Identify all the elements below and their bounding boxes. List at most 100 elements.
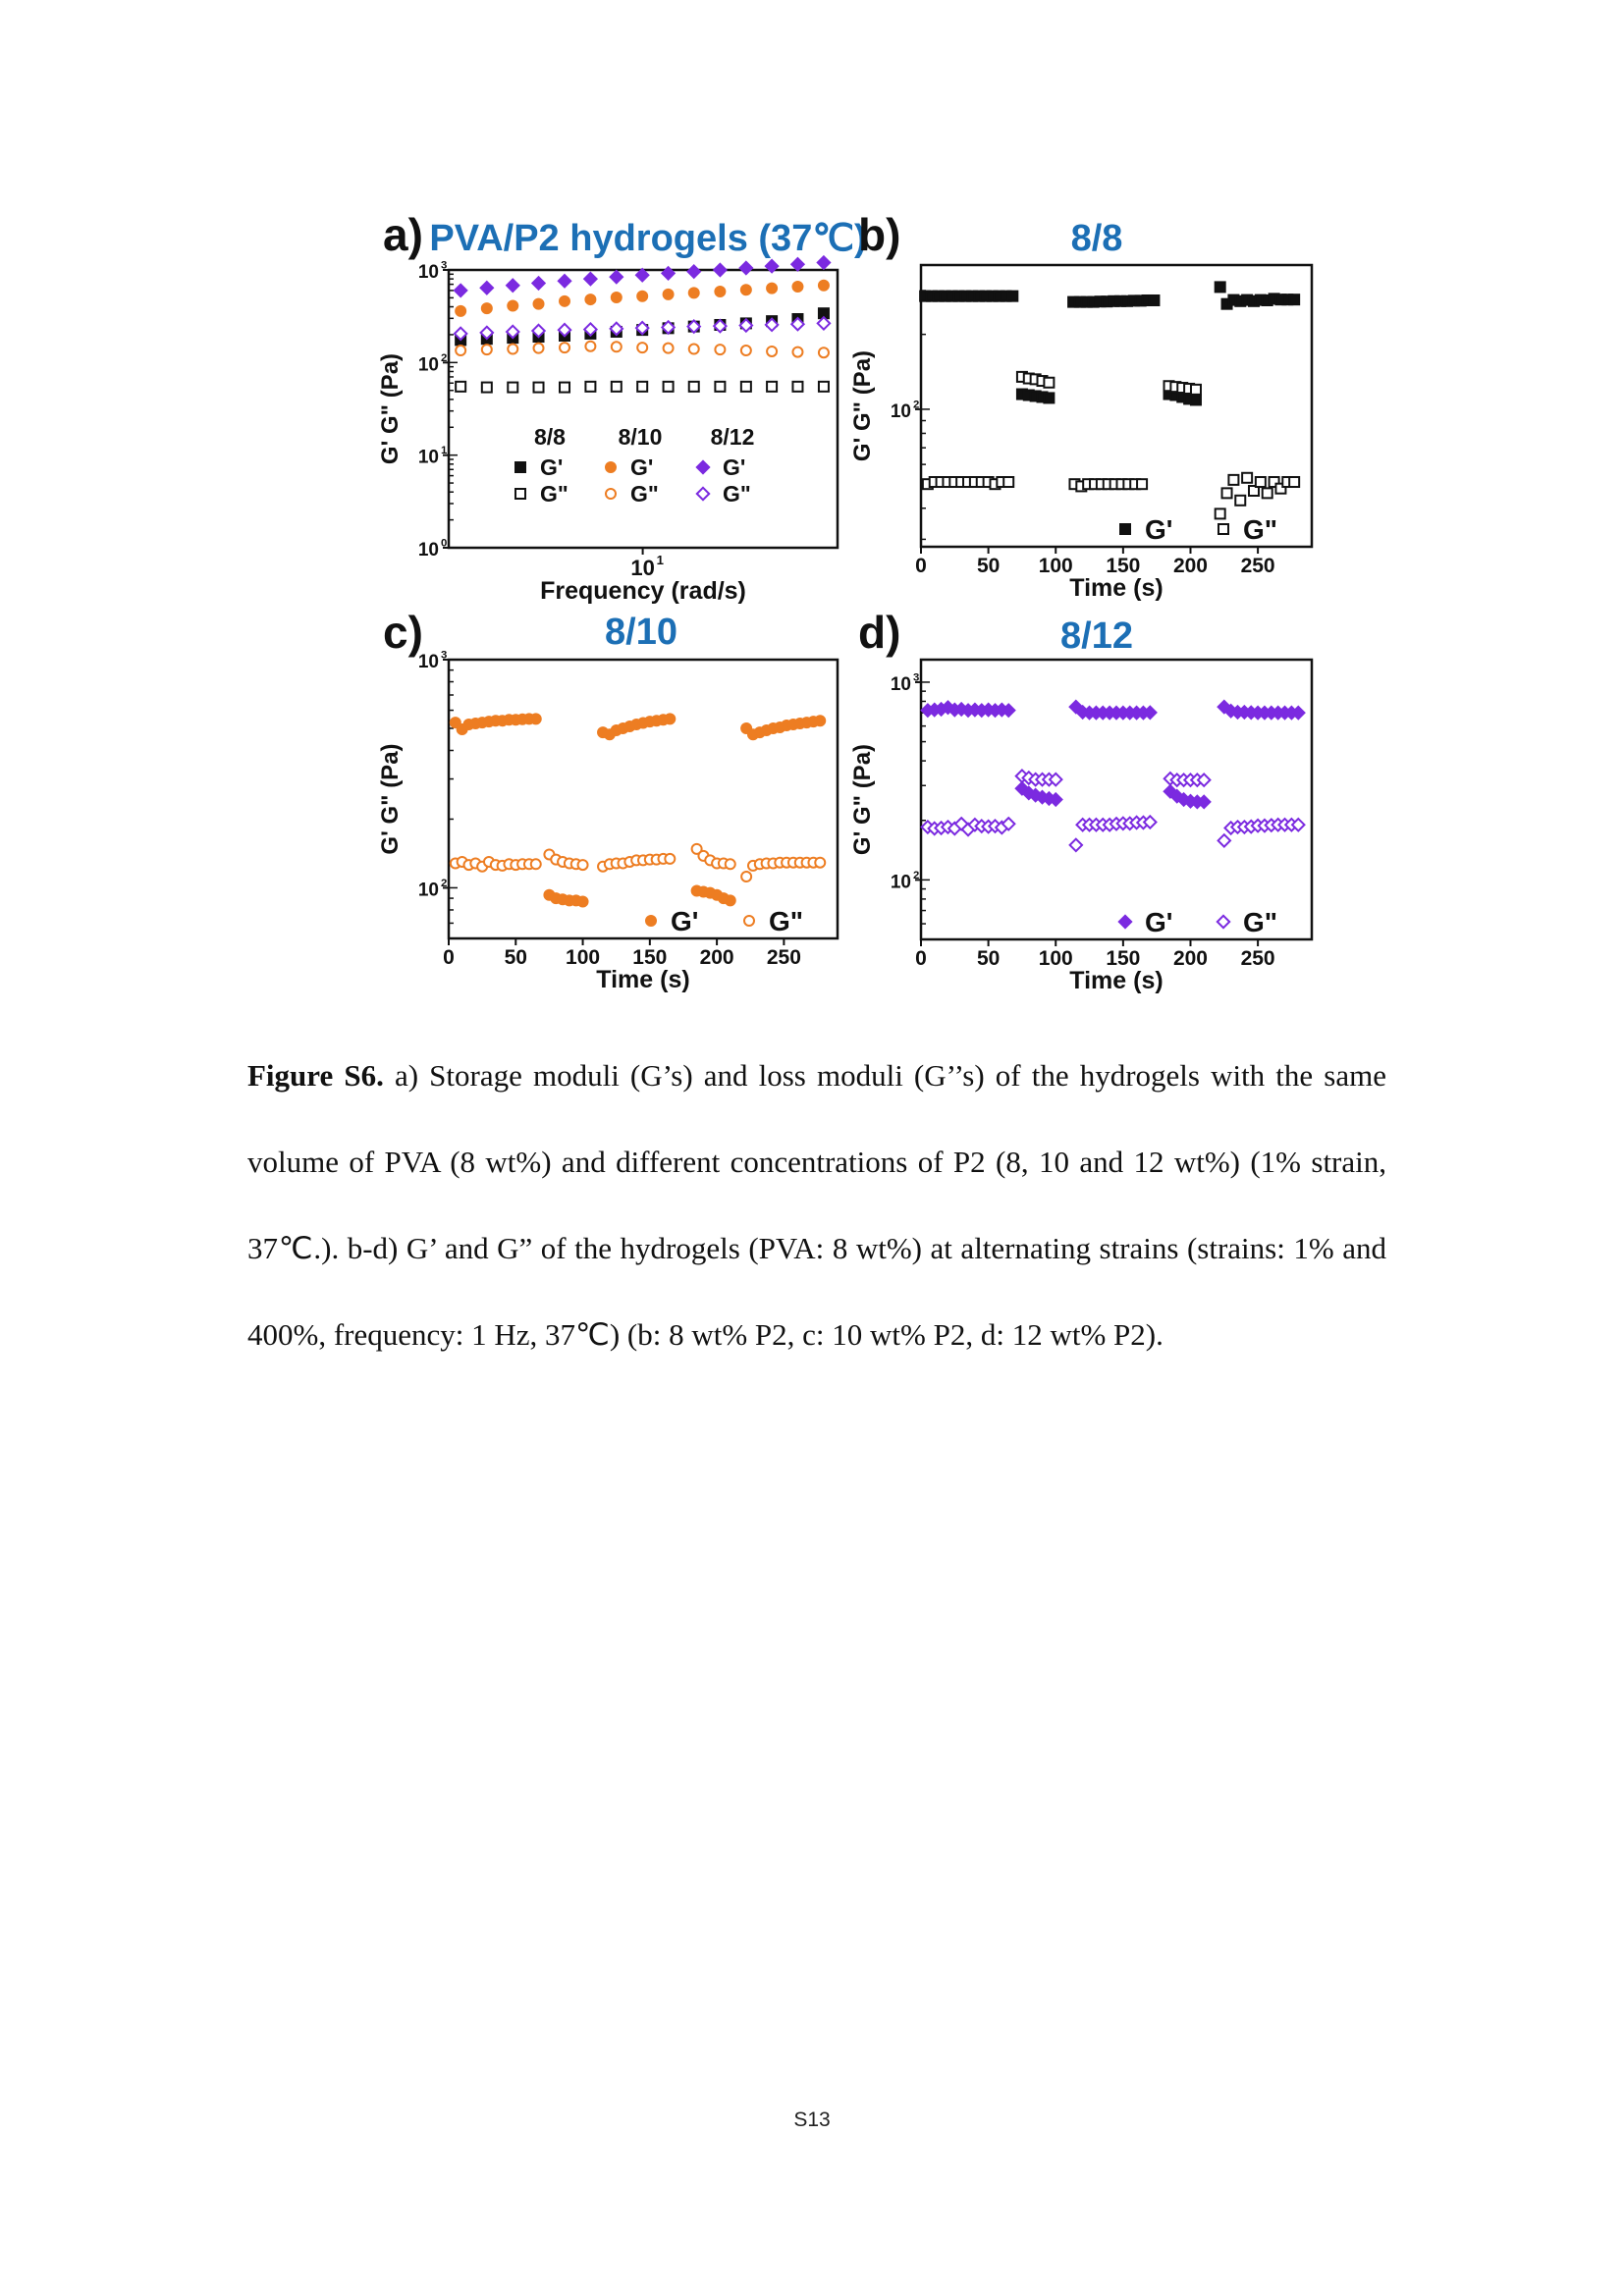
panel-a-point: [557, 322, 572, 338]
panel-a-point: [505, 278, 520, 294]
panel-c-point: [449, 717, 461, 729]
panel-a-point: [557, 273, 572, 289]
panel-b-legend-label: G': [1145, 514, 1172, 545]
panel-a-point: [816, 254, 832, 271]
svg-text:10: 10: [418, 652, 439, 672]
panel-a-legend-marker: [514, 461, 526, 473]
panel-a-point: [559, 381, 571, 394]
panel-d-legend-marker: [1216, 914, 1231, 930]
figure-caption: Figure S6. a) Storage moduli (G’s) and l…: [247, 1033, 1386, 1378]
panel-a-legend-marker: [695, 459, 711, 475]
panel-b-label: b): [858, 209, 900, 260]
svg-text:10: 10: [418, 354, 439, 375]
panel-a-point: [817, 279, 830, 292]
panel-a-point: [660, 319, 677, 336]
panel-a-point: [738, 317, 754, 334]
panel-a-point: [532, 297, 545, 310]
panel-a-point: [453, 326, 468, 342]
panel-d-x-axis-label: Time (s): [1069, 967, 1163, 994]
panel-b-y-axis-label: G' G" (Pa): [849, 350, 876, 461]
panel-c-point: [814, 856, 827, 869]
panel-a-point: [479, 325, 495, 341]
panel-a-point: [582, 271, 599, 287]
panel-a-point: [634, 267, 650, 283]
panel-a-point: [660, 265, 677, 282]
panel-a-point: [738, 260, 754, 276]
panel-a-point: [453, 283, 468, 298]
panel-a-series-3: [455, 340, 830, 359]
panel-a-legend-label: G": [723, 481, 751, 507]
panel-c-plot-frame: [447, 658, 839, 940]
panel-a-point: [610, 291, 623, 303]
panel-a-point: [455, 380, 467, 393]
panel-d-label: d): [858, 607, 900, 658]
panel-a-point: [686, 319, 702, 335]
panel-d-point: [1142, 814, 1158, 830]
panel-b-point: [1274, 482, 1287, 495]
panel-b-point: [1227, 473, 1240, 486]
panel-c-point: [529, 713, 542, 725]
panel-b-plot-frame: [919, 263, 1314, 549]
panel-b-x-tick-label: 250: [1241, 555, 1275, 577]
panel-d-series-0: [920, 699, 1306, 810]
panel-b-legend-marker: [1218, 523, 1229, 535]
panel-d-point: [1169, 788, 1185, 804]
panel-a-point: [687, 287, 700, 299]
panel-c-point: [664, 852, 677, 865]
panel-a-point: [455, 304, 467, 317]
panel-a-point: [609, 269, 624, 285]
panel-b-point: [1254, 476, 1267, 489]
panel-a-point: [686, 264, 702, 280]
svg-text:10: 10: [891, 401, 911, 422]
panel-a-point: [662, 288, 675, 300]
panel-a-point: [584, 380, 597, 393]
panel-a-y-tick-label: 10 2: [418, 352, 447, 376]
panel-d-point: [1217, 832, 1232, 848]
panel-a-point: [739, 380, 752, 393]
panel-b-series-1: [921, 370, 1301, 520]
panel-b-legend-label: G": [1243, 514, 1277, 545]
panel-c-x-axis-label: Time (s): [596, 966, 689, 993]
panel-a-series-5: [453, 315, 832, 342]
svg-text:3: 3: [441, 650, 447, 662]
panel-a-point: [662, 380, 675, 393]
panel-c-point: [690, 842, 703, 855]
panel-c-point: [576, 895, 589, 908]
panel-a-point: [789, 316, 806, 332]
panel-c-legend-marker: [743, 915, 755, 927]
panel-c-x-tick-label: 0: [443, 946, 455, 969]
panel-c-point: [576, 859, 589, 872]
panel-d-point: [1196, 773, 1212, 788]
panel-d-point: [1142, 705, 1158, 721]
panel-a-point: [687, 343, 700, 355]
panel-a-x-axis-label: Frequency (rad/s): [540, 577, 746, 605]
panel-b-point: [1043, 392, 1056, 404]
panel-a-point: [817, 380, 830, 393]
panel-a-point: [582, 321, 599, 338]
panel-a-legend-label: G': [723, 454, 745, 480]
caption-label: Figure S6.: [247, 1058, 384, 1093]
panel-d-x-tick-label: 0: [915, 947, 927, 970]
panel-a-point: [817, 347, 830, 359]
panel-c-x-tick-label: 150: [632, 946, 667, 969]
panel-d-title: 8/12: [1060, 615, 1133, 657]
panel-c-x-tick-label: 200: [700, 946, 734, 969]
panel-d-x-tick-label: 250: [1241, 947, 1275, 970]
panel-d-x-tick-label: 100: [1039, 947, 1073, 970]
panel-d-point: [1001, 703, 1016, 719]
panel-a-y-tick-label: 10 3: [418, 260, 447, 284]
panel-a-point: [559, 342, 571, 354]
panel-b-point: [1043, 376, 1056, 389]
panel-d-point: [1048, 791, 1063, 808]
panel-b-point: [1261, 487, 1273, 500]
panel-a-legend-group-label: 8/12: [711, 424, 755, 450]
panel-b-point: [1006, 290, 1019, 302]
panel-b-point: [1136, 478, 1149, 491]
panel-a-point: [766, 282, 779, 294]
panel-a-point: [712, 262, 728, 278]
panel-b-point: [1234, 494, 1247, 507]
panel-b-x-tick-label: 0: [915, 555, 927, 577]
panel-a-y-tick-label: 10 0: [418, 538, 447, 561]
panel-c-series-0: [449, 713, 827, 908]
svg-text:2: 2: [913, 870, 919, 881]
